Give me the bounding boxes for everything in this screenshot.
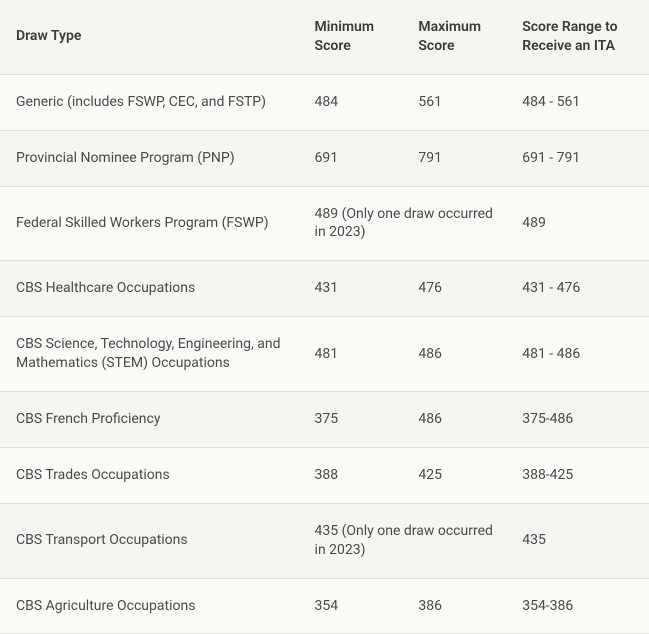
cell-min-score: 484 [299,74,403,130]
table-row: CBS Healthcare Occupations431476431 - 47… [0,261,649,317]
table-row: Provincial Nominee Program (PNP)69179169… [0,130,649,186]
crs-score-table: Draw Type Minimum Score Maximum Score Sc… [0,0,649,634]
table-row: CBS Agriculture Occupations354386354-386 [0,578,649,634]
cell-min-score: 481 [299,317,403,392]
cell-max-score: 486 [402,392,506,448]
cell-draw-type: Generic (includes FSWP, CEC, and FSTP) [0,74,299,130]
cell-min-score: 388 [299,447,403,503]
cell-score-range: 484 - 561 [506,74,649,130]
col-header-draw-type: Draw Type [0,0,299,74]
cell-min-score: 375 [299,392,403,448]
cell-max-score: 486 [402,317,506,392]
col-header-score-range: Score Range to Receive an ITA [506,0,649,74]
cell-draw-type: CBS Transport Occupations [0,503,299,578]
cell-score-range: 354-386 [506,578,649,634]
col-header-max-score: Maximum Score [402,0,506,74]
cell-score-range: 431 - 476 [506,261,649,317]
table-row: CBS French Proficiency375486375-486 [0,392,649,448]
cell-min-score: 354 [299,578,403,634]
cell-score-range: 388-425 [506,447,649,503]
table-header-row: Draw Type Minimum Score Maximum Score Sc… [0,0,649,74]
cell-draw-type: CBS Agriculture Occupations [0,578,299,634]
table-row: CBS Transport Occupations435 (Only one d… [0,503,649,578]
cell-max-score: 425 [402,447,506,503]
cell-max-score: 791 [402,130,506,186]
table-row: Federal Skilled Workers Program (FSWP)48… [0,186,649,261]
cell-draw-type: CBS French Proficiency [0,392,299,448]
table-row: Generic (includes FSWP, CEC, and FSTP)48… [0,74,649,130]
cell-draw-type: Provincial Nominee Program (PNP) [0,130,299,186]
cell-max-score: 386 [402,578,506,634]
cell-draw-type: CBS Science, Technology, Engineering, an… [0,317,299,392]
cell-max-score: 561 [402,74,506,130]
table-row: CBS Trades Occupations388425388-425 [0,447,649,503]
cell-score-range: 691 - 791 [506,130,649,186]
cell-min-score: 489 (Only one draw occurred in 2023) [299,186,507,261]
cell-draw-type: Federal Skilled Workers Program (FSWP) [0,186,299,261]
cell-min-score: 435 (Only one draw occurred in 2023) [299,503,507,578]
cell-max-score: 476 [402,261,506,317]
cell-score-range: 435 [506,503,649,578]
cell-score-range: 481 - 486 [506,317,649,392]
cell-min-score: 691 [299,130,403,186]
cell-draw-type: CBS Trades Occupations [0,447,299,503]
col-header-min-score: Minimum Score [299,0,403,74]
cell-score-range: 375-486 [506,392,649,448]
cell-score-range: 489 [506,186,649,261]
cell-min-score: 431 [299,261,403,317]
cell-draw-type: CBS Healthcare Occupations [0,261,299,317]
table-row: CBS Science, Technology, Engineering, an… [0,317,649,392]
